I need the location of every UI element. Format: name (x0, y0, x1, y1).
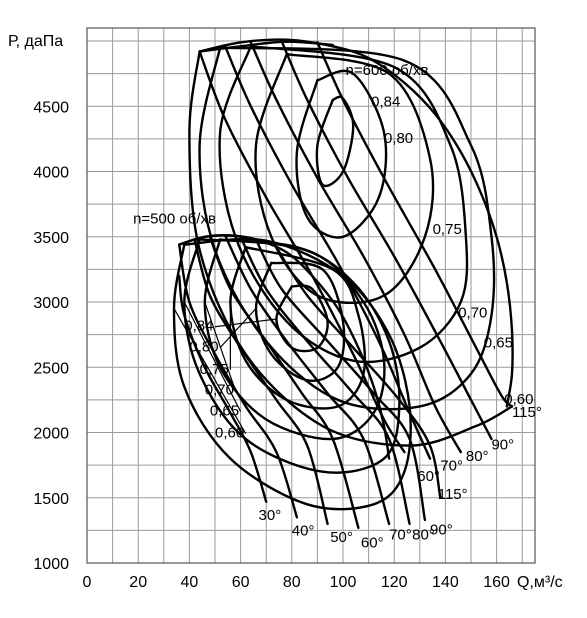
speed-label: n=600 об/хв (346, 62, 429, 79)
x-tick-label: 160 (483, 574, 510, 591)
blade-angle-label: 70° (389, 527, 412, 544)
x-tick-label: 120 (381, 574, 408, 591)
blade-angle-curve (239, 235, 411, 526)
top-boundary-curve (178, 234, 258, 246)
blade-angle-curve (249, 41, 462, 454)
blade-angle-curve (316, 41, 514, 408)
leader-line (204, 301, 237, 391)
blade-angle-label: 60° (417, 468, 440, 485)
efficiency-label: 0,60 (215, 425, 244, 442)
x-tick-label: 100 (330, 574, 357, 591)
blade-angle-curve (178, 243, 299, 519)
blade-angle-label: 115° (512, 404, 542, 421)
efficiency-label: 0,60 (504, 391, 533, 408)
efficiency-label: 0,70 (458, 305, 487, 322)
efficiency-label: 0,80 (384, 130, 413, 147)
blade-angle-label: 115° (438, 486, 468, 503)
efficiency-contour (172, 237, 412, 511)
y-tick-label: 1000 (33, 556, 69, 573)
plot-frame (86, 27, 536, 564)
x-tick-label: 80 (283, 574, 301, 591)
blade-angle-curve (275, 246, 442, 499)
plot-border (86, 27, 536, 564)
y-tick-label: 4500 (33, 99, 69, 116)
y-tick-label: 4000 (33, 165, 69, 182)
blade-angle-label: 80° (412, 527, 435, 544)
x-tick-label: 40 (181, 574, 199, 591)
y-axis-label: Р, даПа (8, 33, 63, 50)
curves (172, 38, 514, 529)
efficiency-contour (295, 69, 388, 239)
annotations: 0,840,800,750,700,650,6060°70°80°90°115°… (133, 62, 542, 551)
y-tick-label: 1500 (33, 491, 69, 508)
blade-angle-label: 90° (491, 436, 514, 453)
x-tick-label: 140 (432, 574, 459, 591)
blade-angle-curve (224, 234, 391, 526)
blade-angle-curve (178, 274, 268, 503)
blade-angle-label: 30° (259, 507, 282, 524)
efficiency-label: 0,80 (189, 339, 218, 356)
efficiency-contour (198, 46, 496, 411)
x-tick-label: 20 (129, 574, 147, 591)
leader-line (214, 318, 277, 328)
blade-angle-label: 80° (466, 448, 489, 465)
leader-line (219, 308, 257, 349)
blade-angle-label: 60° (361, 534, 384, 551)
blade-angle-curve (193, 238, 329, 526)
efficiency-label: 0,65 (210, 403, 239, 420)
efficiency-label: 0,75 (200, 361, 229, 378)
leader-line (183, 301, 242, 412)
y-tick-label: 3000 (33, 295, 69, 312)
leader-line (173, 308, 247, 435)
envelope-curve (198, 38, 514, 408)
x-axis-label: Q,м³/с (517, 574, 563, 591)
blade-angle-label: 90° (430, 521, 453, 538)
efficiency-label: 0,70 (205, 382, 234, 399)
blade-angle-label: 50° (330, 529, 353, 546)
blade-angle-curve (254, 238, 427, 522)
blade-angle-curve (280, 39, 493, 441)
efficiency-contour (188, 50, 514, 447)
efficiency-contour (254, 52, 435, 304)
efficiency-contour (218, 45, 469, 364)
efficiency-label: 0,65 (484, 335, 513, 352)
efficiency-label: 0,84 (371, 93, 400, 110)
blade-angle-label: 70° (440, 457, 463, 474)
x-tick-label: 0 (83, 574, 92, 591)
blade-angle-label: 40° (292, 523, 315, 540)
y-tick-label: 2500 (33, 360, 69, 377)
x-tick-label: 60 (232, 574, 250, 591)
efficiency-label: 0,75 (433, 221, 462, 238)
y-tick-label: 2000 (33, 426, 69, 443)
tick-labels: 0 20 40 60 80 100 120 140 160 1000 1500 2000 2500 300… (33, 99, 510, 591)
top-boundary-curve (198, 40, 334, 53)
efficiency-contour (183, 238, 401, 474)
blade-angle-curve (208, 235, 360, 529)
y-tick-label: 3500 (33, 230, 69, 247)
efficiency-label: 0,84 (184, 318, 213, 335)
efficiency-contour (254, 261, 346, 382)
speed-label: n=500 об/хв (133, 211, 216, 228)
